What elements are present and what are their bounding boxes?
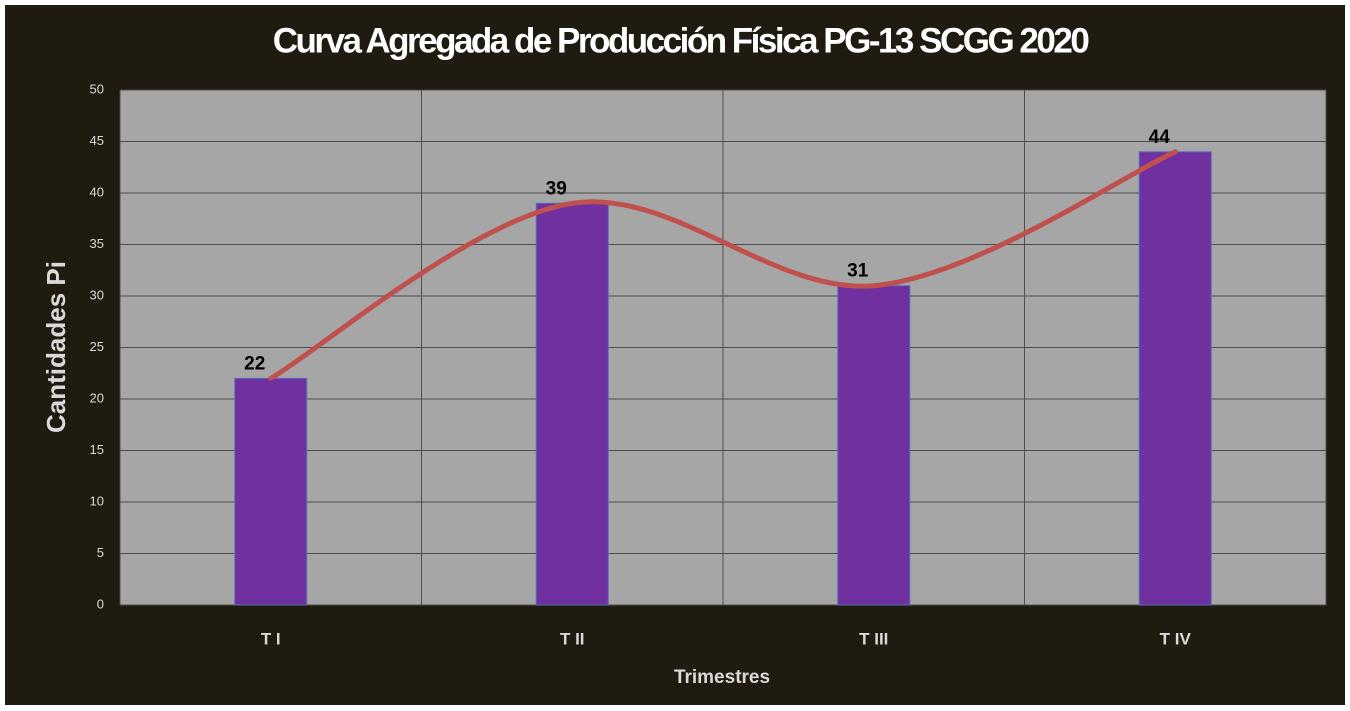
x-axis-title: Trimestres <box>674 667 770 688</box>
x-tick-label: T IV <box>1160 629 1192 648</box>
bar <box>837 285 911 606</box>
value-label: 39 <box>546 178 567 199</box>
y-tick-label: 0 <box>97 596 104 611</box>
smooth-line <box>268 149 1178 381</box>
y-tick-label: 10 <box>90 493 104 508</box>
y-tick-label: 30 <box>90 287 104 302</box>
y-tick-label: 15 <box>90 442 104 457</box>
value-label: 31 <box>847 261 869 282</box>
x-tick-label: T II <box>560 629 585 648</box>
value-label: 22 <box>244 353 265 374</box>
value-label: 44 <box>1149 127 1171 148</box>
bar <box>1138 151 1212 606</box>
y-tick-label: 25 <box>90 339 104 354</box>
y-tick-label: 50 <box>90 81 104 96</box>
x-tick-label: T I <box>261 629 281 648</box>
x-tick-label: T III <box>859 629 888 648</box>
y-tick-label: 5 <box>97 545 104 560</box>
chart-title: Curva Agregada de Producción Física PG-1… <box>273 21 1090 60</box>
y-tick-label: 45 <box>90 133 104 148</box>
y-tick-label: 20 <box>90 390 104 405</box>
bar <box>535 202 609 606</box>
bar <box>234 377 308 606</box>
y-tick-label: 40 <box>90 184 104 199</box>
y-tick-label: 35 <box>90 236 104 251</box>
y-axis-title: Cantidades Pi <box>41 261 71 433</box>
